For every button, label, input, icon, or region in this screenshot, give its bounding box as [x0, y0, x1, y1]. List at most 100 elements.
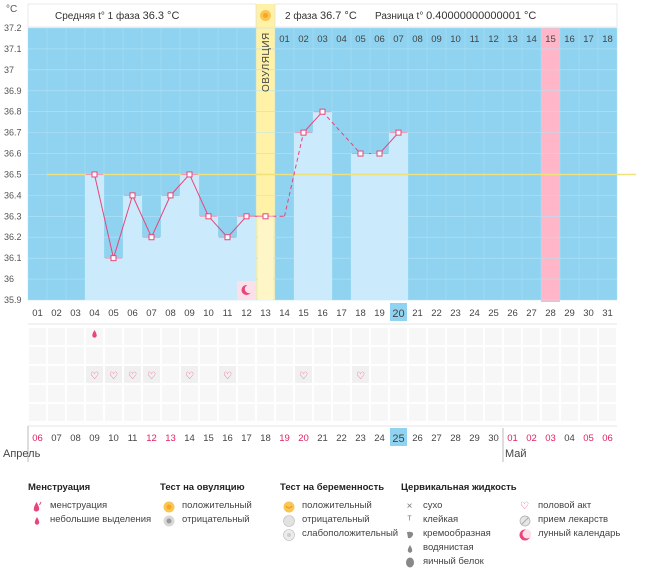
date-label: 27 — [431, 433, 442, 444]
date-label: 02 — [526, 433, 537, 444]
heart-icon: ♡ — [223, 371, 232, 382]
temperature-point — [167, 192, 174, 199]
date-label: 18 — [260, 433, 271, 444]
symptom-cell — [29, 366, 46, 383]
symptom-cell — [352, 385, 369, 402]
temperature-point — [243, 213, 250, 220]
date-label: 01 — [507, 433, 518, 444]
symptom-cell — [67, 328, 84, 345]
legend-other: ♡ половой акт прием лекарств лунный кален… — [516, 482, 620, 541]
symptom-cell — [143, 347, 160, 364]
temperature-bar — [313, 111, 332, 300]
pregnancy-negative-icon — [282, 514, 295, 527]
temperature-point — [148, 234, 155, 241]
legend-item: × сухо — [401, 499, 517, 513]
symptom-cell — [352, 328, 369, 345]
symptom-cell — [257, 385, 274, 402]
symptom-cell — [314, 385, 331, 402]
symptom-cell — [466, 385, 483, 402]
symptom-cell — [333, 385, 350, 402]
temperature-line — [151, 195, 171, 238]
sticky-icon: ᵀ — [407, 514, 412, 526]
temperature-point — [205, 213, 212, 220]
temperature-line — [303, 111, 323, 133]
symptom-cell — [352, 404, 369, 421]
symptom-cell — [428, 328, 445, 345]
legend-title: Тест на овуляцию — [160, 482, 245, 493]
symptom-cell — [181, 385, 198, 402]
symptom-cell — [390, 366, 407, 383]
symptom-cell — [314, 366, 331, 383]
symptom-cell — [48, 404, 65, 421]
symptom-cell — [200, 366, 217, 383]
cycle-day-label: 06 — [127, 308, 138, 319]
egg-white-icon — [403, 556, 416, 569]
symptom-cell — [86, 347, 103, 364]
temperature-point — [319, 108, 326, 115]
phase2-day-label: 13 — [507, 34, 518, 45]
date-label: 05 — [583, 433, 594, 444]
y-tick-label: 36.8 — [4, 107, 22, 117]
phase2-day-label: 04 — [336, 34, 347, 45]
symptom-cell — [447, 328, 464, 345]
cycle-day-label: 24 — [469, 308, 480, 319]
temperature-point — [262, 213, 269, 220]
symptom-cell — [314, 328, 331, 345]
phase2-day-label: 15 — [545, 34, 556, 45]
symptom-cell — [219, 404, 236, 421]
symptom-cell — [504, 366, 521, 383]
cycle-day-label: 13 — [260, 308, 271, 319]
date-label: 09 — [89, 433, 100, 444]
legend-label: положительный — [182, 500, 252, 511]
phase2-day-label: 11 — [470, 34, 480, 45]
symptom-cell — [580, 404, 597, 421]
intercourse-cell — [124, 366, 141, 383]
symptom-cell — [143, 328, 160, 345]
symptom-cell — [466, 328, 483, 345]
y-axis-unit: °C — [6, 4, 17, 15]
cycle-day-label: 03 — [70, 308, 81, 319]
cycle-day-label: 04 — [89, 308, 100, 319]
temperature-bar — [389, 132, 408, 300]
legend-label: менструация — [50, 500, 108, 511]
symptom-cell — [523, 366, 540, 383]
ovulation-negative-icon — [162, 514, 175, 527]
pill-icon — [518, 514, 531, 527]
symptom-cell — [257, 347, 274, 364]
cycle-day-label: 19 — [374, 308, 385, 319]
symptom-cell — [238, 385, 255, 402]
symptom-cell — [504, 347, 521, 364]
y-tick-label: 35.9 — [4, 295, 22, 305]
date-label: 22 — [336, 433, 347, 444]
phase2-day-label: 16 — [564, 34, 575, 45]
symptom-cell — [219, 347, 236, 364]
symptom-cell — [447, 404, 464, 421]
phase2-day-label: 05 — [355, 34, 366, 45]
symptom-cell — [257, 366, 274, 383]
difference-value: 0.40000000000001 °C — [426, 10, 536, 22]
heart-icon: ♡ — [147, 371, 156, 382]
legend-item: положительный — [160, 499, 252, 513]
cycle-day-label: 16 — [317, 308, 328, 319]
y-tick-label: 36.7 — [4, 128, 22, 138]
symptom-cell — [48, 385, 65, 402]
date-label: 24 — [374, 433, 385, 444]
cycle-day-label: 10 — [203, 308, 214, 319]
y-tick-label: 36.4 — [4, 190, 22, 200]
symptom-cell — [523, 347, 540, 364]
date-label: 12 — [146, 433, 157, 444]
intercourse-cell — [181, 366, 198, 383]
symptom-cell — [238, 404, 255, 421]
symptom-cell — [371, 347, 388, 364]
temperature-point — [129, 192, 136, 199]
symptom-cell — [333, 366, 350, 383]
current-day-highlight — [390, 303, 407, 321]
y-tick-label: 37.1 — [4, 44, 22, 54]
symptom-cell — [485, 385, 502, 402]
temperature-line — [170, 174, 190, 196]
symptom-cell — [67, 347, 84, 364]
y-tick-label: 36.3 — [4, 211, 22, 221]
legend-item: прием лекарств — [516, 513, 620, 527]
symptom-cell — [580, 347, 597, 364]
legend-item: отрицательный — [160, 513, 252, 527]
